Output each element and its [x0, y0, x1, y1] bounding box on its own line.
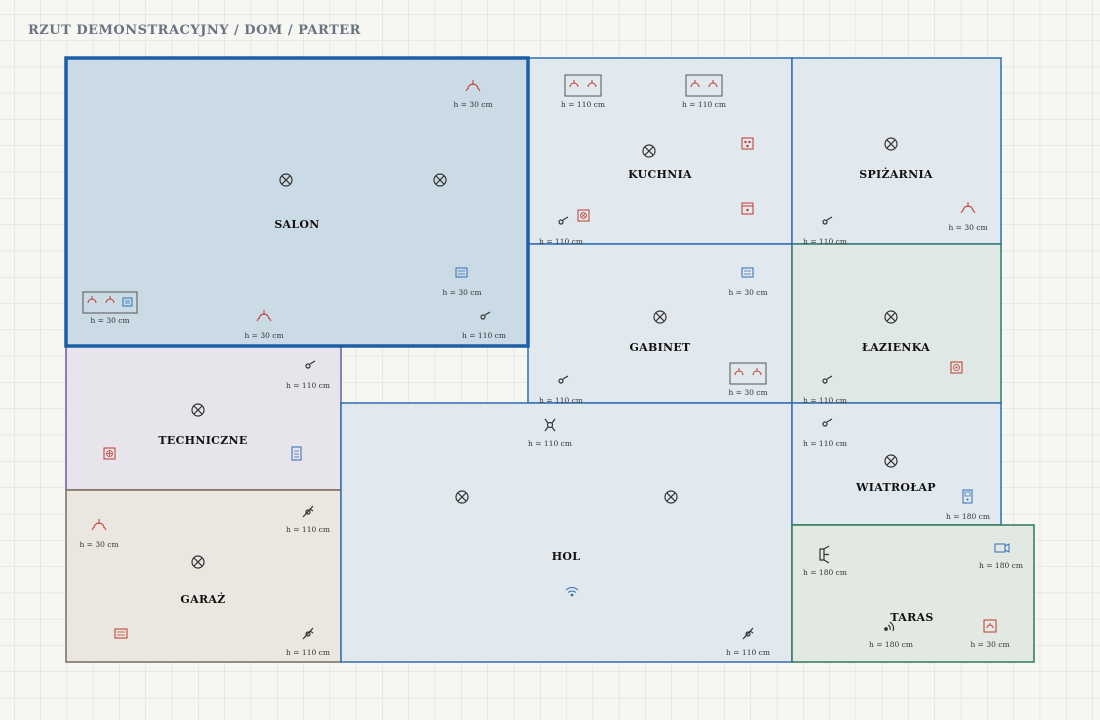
room-lazienka[interactable] — [791, 243, 1002, 404]
height-label: h = 110 cm — [561, 100, 605, 109]
height-label: h = 180 cm — [869, 640, 913, 649]
ceiling-light-icon[interactable] — [664, 490, 678, 504]
hob-socket-icon[interactable] — [741, 137, 754, 150]
wifi-icon[interactable] — [565, 587, 579, 597]
socket-group-icon[interactable] — [685, 74, 723, 97]
room-techniczne[interactable] — [65, 345, 342, 491]
data-socket-icon[interactable] — [741, 267, 754, 278]
socket-group-icon[interactable] — [564, 74, 602, 97]
height-label: h = 110 cm — [286, 525, 330, 534]
switch-icon[interactable] — [558, 216, 569, 225]
room-spizarnia[interactable] — [791, 57, 1002, 245]
height-label: h = 180 cm — [946, 512, 990, 521]
room-label-salon: SALON — [274, 218, 319, 231]
room-kuchnia[interactable] — [527, 57, 793, 245]
height-label: h = 110 cm — [803, 396, 847, 405]
ceiling-light-icon[interactable] — [884, 137, 898, 151]
height-label: h = 30 cm — [442, 288, 481, 297]
outdoor-light-icon[interactable] — [819, 545, 830, 564]
height-label: h = 110 cm — [726, 648, 770, 657]
plan-title: RZUT DEMONSTRACYJNY / DOM / PARTER — [28, 23, 361, 38]
appliance-socket-icon[interactable] — [577, 209, 590, 222]
socket-icon[interactable] — [91, 519, 107, 531]
room-hol[interactable] — [340, 402, 793, 663]
double-switch-icon[interactable] — [302, 505, 314, 518]
ceiling-light-icon[interactable] — [279, 173, 293, 187]
height-label: h = 30 cm — [79, 540, 118, 549]
garage-device-icon[interactable] — [114, 628, 128, 639]
ceiling-light-icon[interactable] — [455, 490, 469, 504]
double-switch-icon[interactable] — [742, 627, 754, 640]
height-label: h = 30 cm — [728, 288, 767, 297]
switch-icon[interactable] — [305, 360, 316, 369]
height-label: h = 110 cm — [286, 648, 330, 657]
room-label-wiatrolap: WIATROŁAP — [855, 481, 936, 494]
height-label: h = 30 cm — [90, 316, 129, 325]
outdoor-socket-icon[interactable] — [983, 619, 997, 633]
switch-icon[interactable] — [822, 216, 833, 225]
switch-icon[interactable] — [558, 375, 569, 384]
socket-icon[interactable] — [465, 80, 481, 92]
switch-icon[interactable] — [822, 375, 833, 384]
ceiling-light-icon[interactable] — [642, 144, 656, 158]
ceiling-light-icon[interactable] — [191, 403, 205, 417]
height-label: h = 110 cm — [462, 331, 506, 340]
room-label-gabinet: GABINET — [629, 341, 691, 354]
control-panel-icon[interactable] — [291, 446, 302, 461]
oven-socket-icon[interactable] — [741, 202, 754, 215]
double-switch-icon[interactable] — [302, 627, 314, 640]
ceiling-light-icon[interactable] — [191, 555, 205, 569]
room-label-taras: TARAS — [890, 611, 933, 624]
room-label-lazienka: ŁAZIENKA — [862, 341, 930, 354]
room-label-hol: HOL — [552, 550, 581, 563]
sensor-icon[interactable] — [884, 621, 895, 632]
switch-icon[interactable] — [480, 311, 491, 320]
room-garaz[interactable] — [65, 489, 342, 663]
socket-group-icon[interactable] — [82, 291, 138, 314]
socket-icon[interactable] — [256, 310, 272, 322]
height-label: h = 110 cm — [539, 237, 583, 246]
height-label: h = 110 cm — [539, 396, 583, 405]
room-salon[interactable] — [64, 56, 530, 348]
height-label: h = 30 cm — [244, 331, 283, 340]
room-label-kuchnia: KUCHNIA — [628, 168, 692, 181]
intercom-icon[interactable] — [962, 489, 973, 504]
height-label: h = 110 cm — [803, 237, 847, 246]
ceiling-light-icon[interactable] — [884, 454, 898, 468]
data-socket-icon[interactable] — [455, 267, 468, 278]
ceiling-light-icon[interactable] — [653, 310, 667, 324]
room-label-techniczne: TECHNICZNE — [158, 434, 247, 447]
socket-icon[interactable] — [960, 202, 976, 214]
room-label-spizarnia: SPIŻARNIA — [859, 167, 933, 181]
height-label: h = 110 cm — [528, 439, 572, 448]
height-label: h = 30 cm — [453, 100, 492, 109]
room-taras[interactable] — [791, 524, 1035, 663]
height-label: h = 180 cm — [803, 568, 847, 577]
camera-icon[interactable] — [994, 543, 1010, 553]
height-label: h = 180 cm — [979, 561, 1023, 570]
ceiling-light-icon[interactable] — [433, 173, 447, 187]
height-label: h = 110 cm — [682, 100, 726, 109]
height-label: h = 30 cm — [948, 223, 987, 232]
height-label: h = 110 cm — [286, 381, 330, 390]
socket-group-icon[interactable] — [729, 362, 767, 385]
room-label-garaz: GARAŻ — [180, 592, 225, 606]
distribution-board-icon[interactable] — [103, 447, 116, 460]
pendant-light-icon[interactable] — [544, 418, 556, 432]
switch-icon[interactable] — [822, 418, 833, 427]
height-label: h = 30 cm — [728, 388, 767, 397]
height-label: h = 110 cm — [803, 439, 847, 448]
washer-socket-icon[interactable] — [950, 361, 963, 374]
ceiling-light-icon[interactable] — [884, 310, 898, 324]
height-label: h = 30 cm — [970, 640, 1009, 649]
